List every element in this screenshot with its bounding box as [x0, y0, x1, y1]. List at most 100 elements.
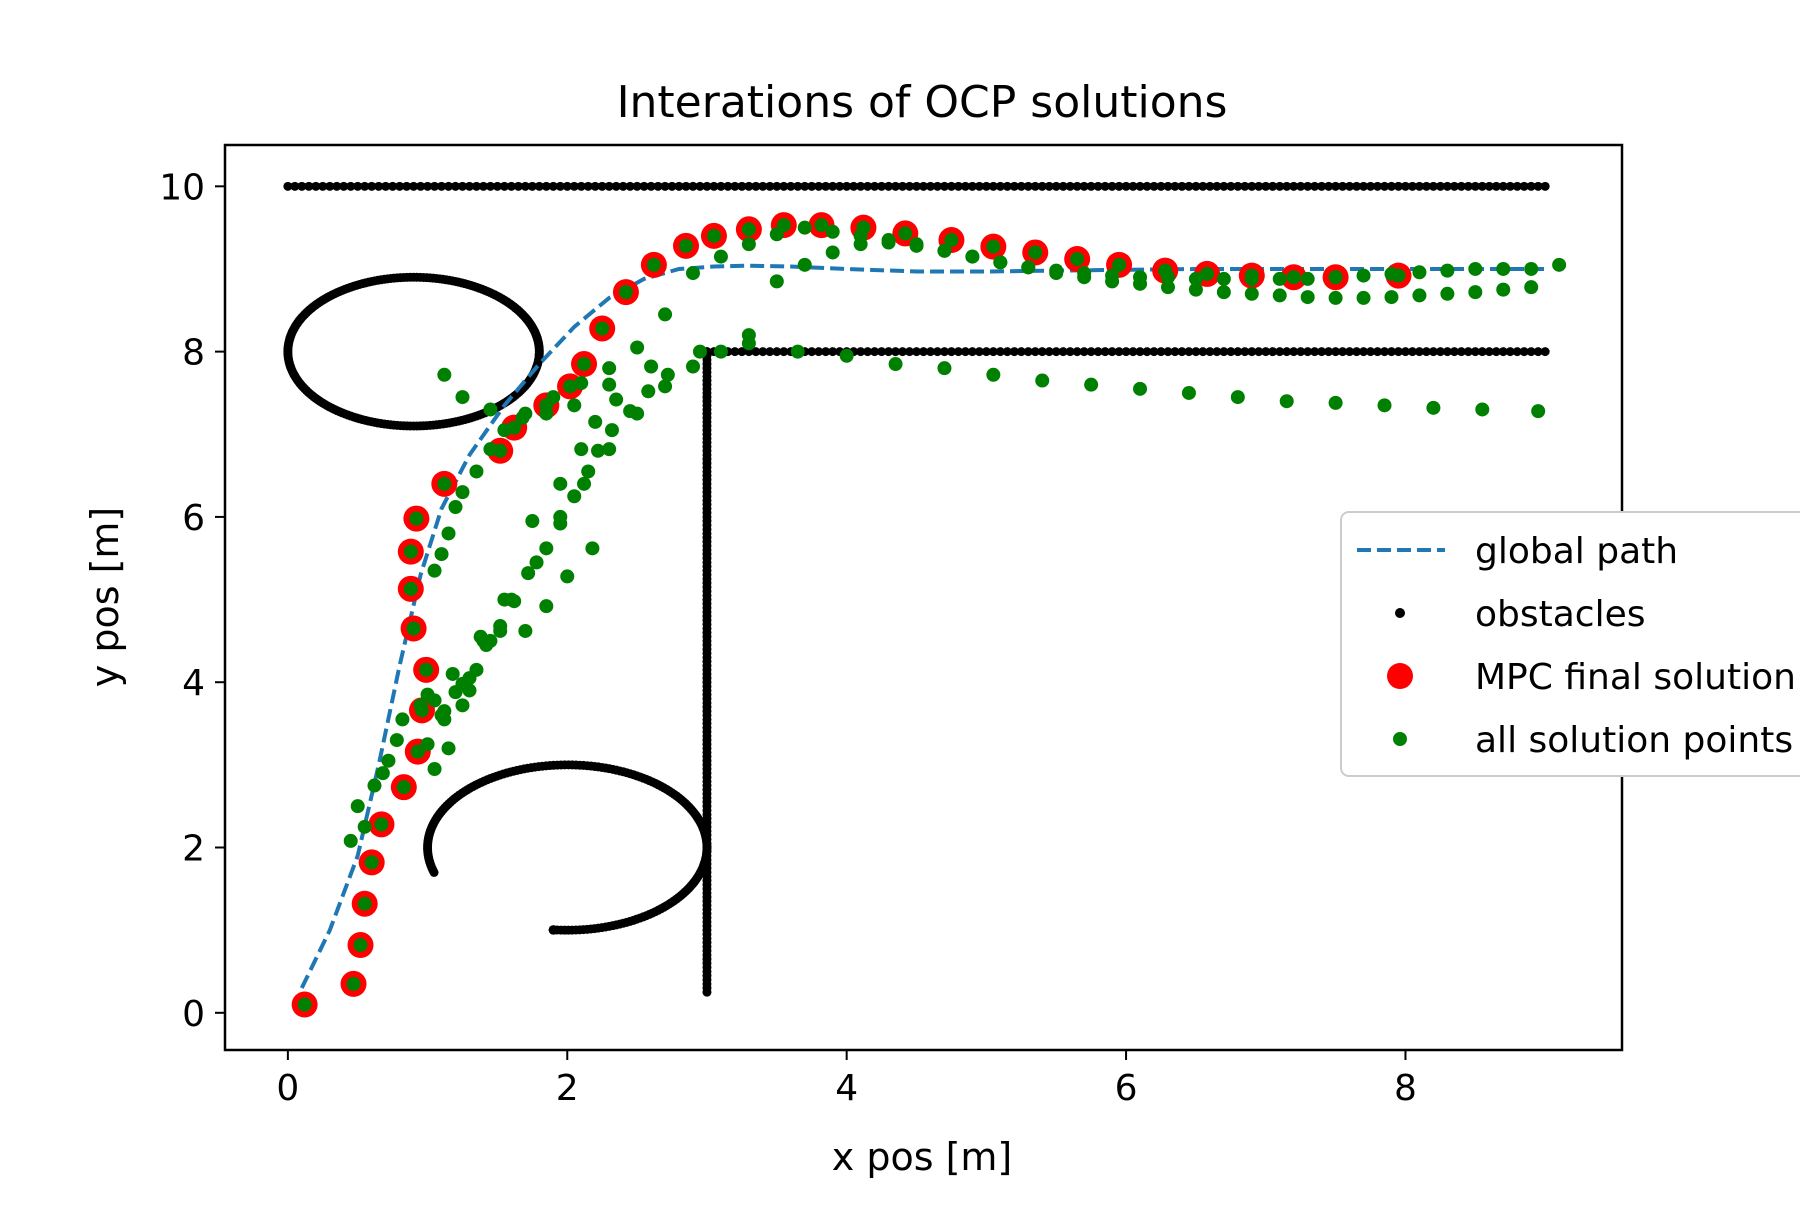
- plot-area: [223, 143, 1624, 1052]
- y-tick-label: 4: [182, 663, 205, 704]
- solution-point: [518, 623, 533, 638]
- solution-point: [1230, 390, 1245, 405]
- solution-point: [1216, 271, 1231, 286]
- obstacle-point: [939, 347, 949, 357]
- solution-point: [419, 662, 434, 677]
- obstacle-point: [339, 181, 349, 191]
- solution-point: [567, 398, 582, 413]
- obstacle-point: [1393, 181, 1403, 191]
- solution-point: [1160, 280, 1175, 295]
- solution-point: [1328, 290, 1343, 305]
- obstacle-point: [1442, 181, 1452, 191]
- obstacle-point: [360, 181, 370, 191]
- legend-box: [1340, 511, 1800, 777]
- obstacle-point: [932, 347, 942, 357]
- solution-point: [986, 239, 1001, 254]
- obstacle-point: [1191, 347, 1201, 357]
- obstacle-point: [346, 181, 356, 191]
- solution-point: [1084, 377, 1099, 392]
- solution-point: [630, 406, 645, 421]
- obstacles-layer: [283, 181, 1550, 997]
- solution-point: [525, 514, 540, 529]
- chart-title: Interations of OCP solutions: [617, 77, 1228, 128]
- obstacle-point: [1023, 347, 1033, 357]
- obstacle-point: [995, 181, 1005, 191]
- solution-point: [1356, 290, 1371, 305]
- solution-point: [455, 485, 470, 500]
- solution-point: [1244, 286, 1259, 301]
- solution-point: [797, 257, 812, 272]
- obstacle-point: [1198, 347, 1208, 357]
- obstacle-point: [751, 347, 761, 357]
- obstacle-point: [737, 347, 747, 357]
- obstacle-point: [1407, 181, 1417, 191]
- obstacle-point: [960, 347, 970, 357]
- obstacle-point: [1366, 181, 1376, 191]
- obstacle-point: [1519, 181, 1529, 191]
- obstacle-point: [353, 181, 363, 191]
- obstacle-point: [611, 181, 621, 191]
- solution-point: [577, 357, 592, 372]
- obstacle-point: [702, 181, 712, 191]
- obstacle-point: [451, 181, 461, 191]
- solution-point: [1070, 252, 1085, 267]
- obstacle-point: [527, 181, 537, 191]
- obstacle-point: [1030, 181, 1040, 191]
- obstacle-point: [283, 181, 293, 191]
- solution-point: [395, 712, 410, 727]
- solution-point: [1105, 274, 1120, 289]
- obstacle-point: [534, 181, 544, 191]
- solution-point: [539, 406, 554, 421]
- solution-point: [658, 379, 673, 394]
- obstacle-point: [290, 181, 300, 191]
- obstacle-point: [967, 181, 977, 191]
- obstacle-point: [765, 347, 775, 357]
- obstacle-point: [1107, 347, 1117, 357]
- obstacle-point: [1163, 347, 1173, 357]
- solution-point: [473, 629, 488, 644]
- solution-point: [364, 855, 379, 870]
- obstacle-point: [1254, 181, 1264, 191]
- obstacle-point: [688, 181, 698, 191]
- solution-point: [602, 361, 617, 376]
- solution-point: [644, 359, 659, 374]
- obstacle-point: [842, 181, 852, 191]
- y-tick-label: 10: [159, 167, 205, 208]
- solution-point: [993, 255, 1008, 270]
- obstacle-point: [1345, 181, 1355, 191]
- solution-point: [427, 761, 442, 776]
- obstacle-point: [821, 347, 831, 357]
- obstacle-point: [1065, 181, 1075, 191]
- obstacle-point: [1226, 347, 1236, 357]
- obstacle-point: [1414, 181, 1424, 191]
- obstacle-point: [1359, 347, 1369, 357]
- obstacle-point: [499, 181, 509, 191]
- solution-point: [539, 599, 554, 614]
- obstacle-point: [988, 347, 998, 357]
- obstacle-point: [1303, 347, 1313, 357]
- solution-point: [685, 359, 700, 374]
- solution-point: [357, 819, 372, 834]
- solution-point: [679, 238, 694, 253]
- solution-point: [1181, 385, 1196, 400]
- solution-point: [1426, 400, 1441, 415]
- obstacle-point: [1198, 181, 1208, 191]
- obstacle-point: [1044, 181, 1054, 191]
- obstacle-point: [772, 181, 782, 191]
- solution-point: [706, 228, 721, 243]
- obstacle-point: [1428, 181, 1438, 191]
- obstacle-point: [981, 181, 991, 191]
- solution-point: [602, 442, 617, 457]
- solution-point: [839, 348, 854, 363]
- obstacle-point: [1079, 347, 1089, 357]
- solution-point: [437, 367, 452, 382]
- obstacle-point: [597, 181, 607, 191]
- obstacle-point: [772, 347, 782, 357]
- obstacle-point: [304, 181, 314, 191]
- solution-point: [1133, 276, 1148, 291]
- solution-point: [986, 367, 1001, 382]
- x-axis-label: x pos [m]: [832, 1135, 1012, 1179]
- obstacle-point: [1338, 181, 1348, 191]
- obstacle-point: [1044, 347, 1054, 357]
- obstacle-point: [863, 181, 873, 191]
